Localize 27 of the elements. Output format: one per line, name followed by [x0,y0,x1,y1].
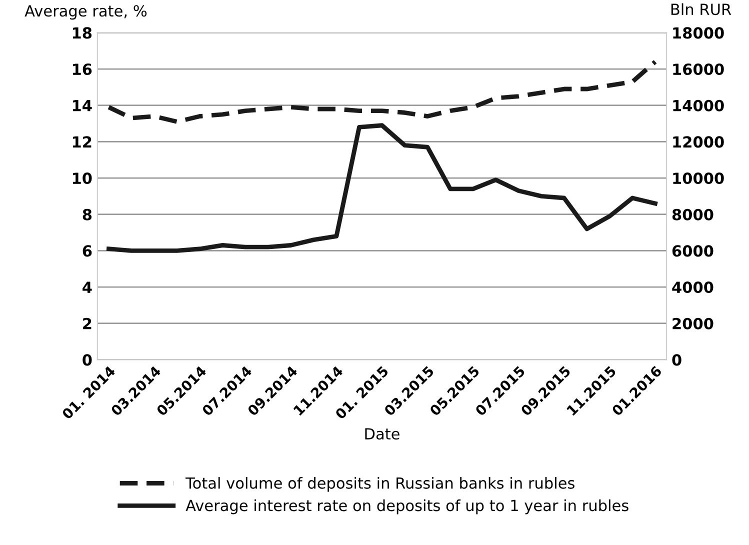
y-axis-title: Average rate, % [24,5,147,20]
y2-tick-label: 8000 [672,208,714,220]
y-tick-label: 8 [82,208,92,220]
y-tick-label: 16 [72,64,92,76]
legend-label: Average interest rate on deposits of up to 1 year in rubles [186,499,628,514]
y-tick-label: 12 [72,136,92,148]
y-tick-label: 18 [72,27,92,39]
line-series [106,123,658,253]
y2-tick-label: 6000 [672,245,714,257]
y2-tick-label: 12000 [673,136,724,148]
x-axis-title: Date [365,428,400,440]
y2-tick-label: 18000 [673,27,724,39]
y-tick-label: 6 [82,245,92,257]
y2-axis-title: Bln RUR [671,3,732,16]
line-series [106,60,658,124]
y-tick-label: 2 [83,318,92,330]
y-tick-label: 14 [72,100,92,112]
y2-tick-label: 16000 [673,64,724,76]
y2-tick-label: 14000 [673,100,724,112]
y2-tick-label: 4000 [672,282,714,294]
y2-tick-label: 2000 [672,318,714,330]
y2-tick-label: 10000 [673,172,724,184]
y2-tick-label: 0 [672,354,682,366]
y-tick-label: 0 [82,354,92,366]
y-tick-label: 10 [72,172,92,184]
legend-label: Total volume of deposits in Russian banks in rubles [186,477,574,492]
y-tick-label: 4 [82,282,92,293]
